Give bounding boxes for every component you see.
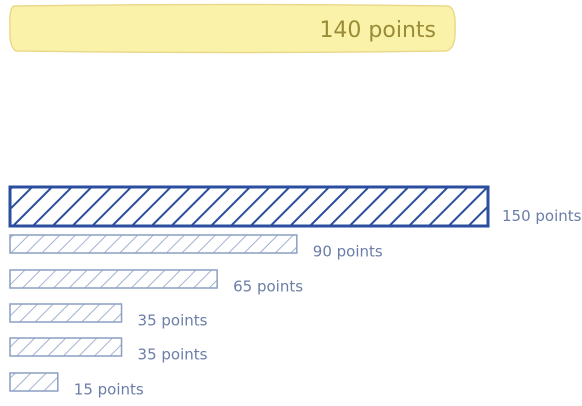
value-label: 90 points [313,243,383,261]
annotation-banner [9,3,456,54]
value-label: 15 points [74,381,144,399]
bar [9,372,59,392]
bar [9,303,123,323]
value-label: 35 points [138,346,208,364]
value-label: 35 points [138,312,208,330]
bar [8,185,490,228]
annotation: 140 points [319,18,436,43]
value-label: 150 points [502,207,582,225]
bar [9,269,218,289]
bar [9,337,123,357]
value-label: 65 points [233,278,303,296]
bar [9,234,298,254]
